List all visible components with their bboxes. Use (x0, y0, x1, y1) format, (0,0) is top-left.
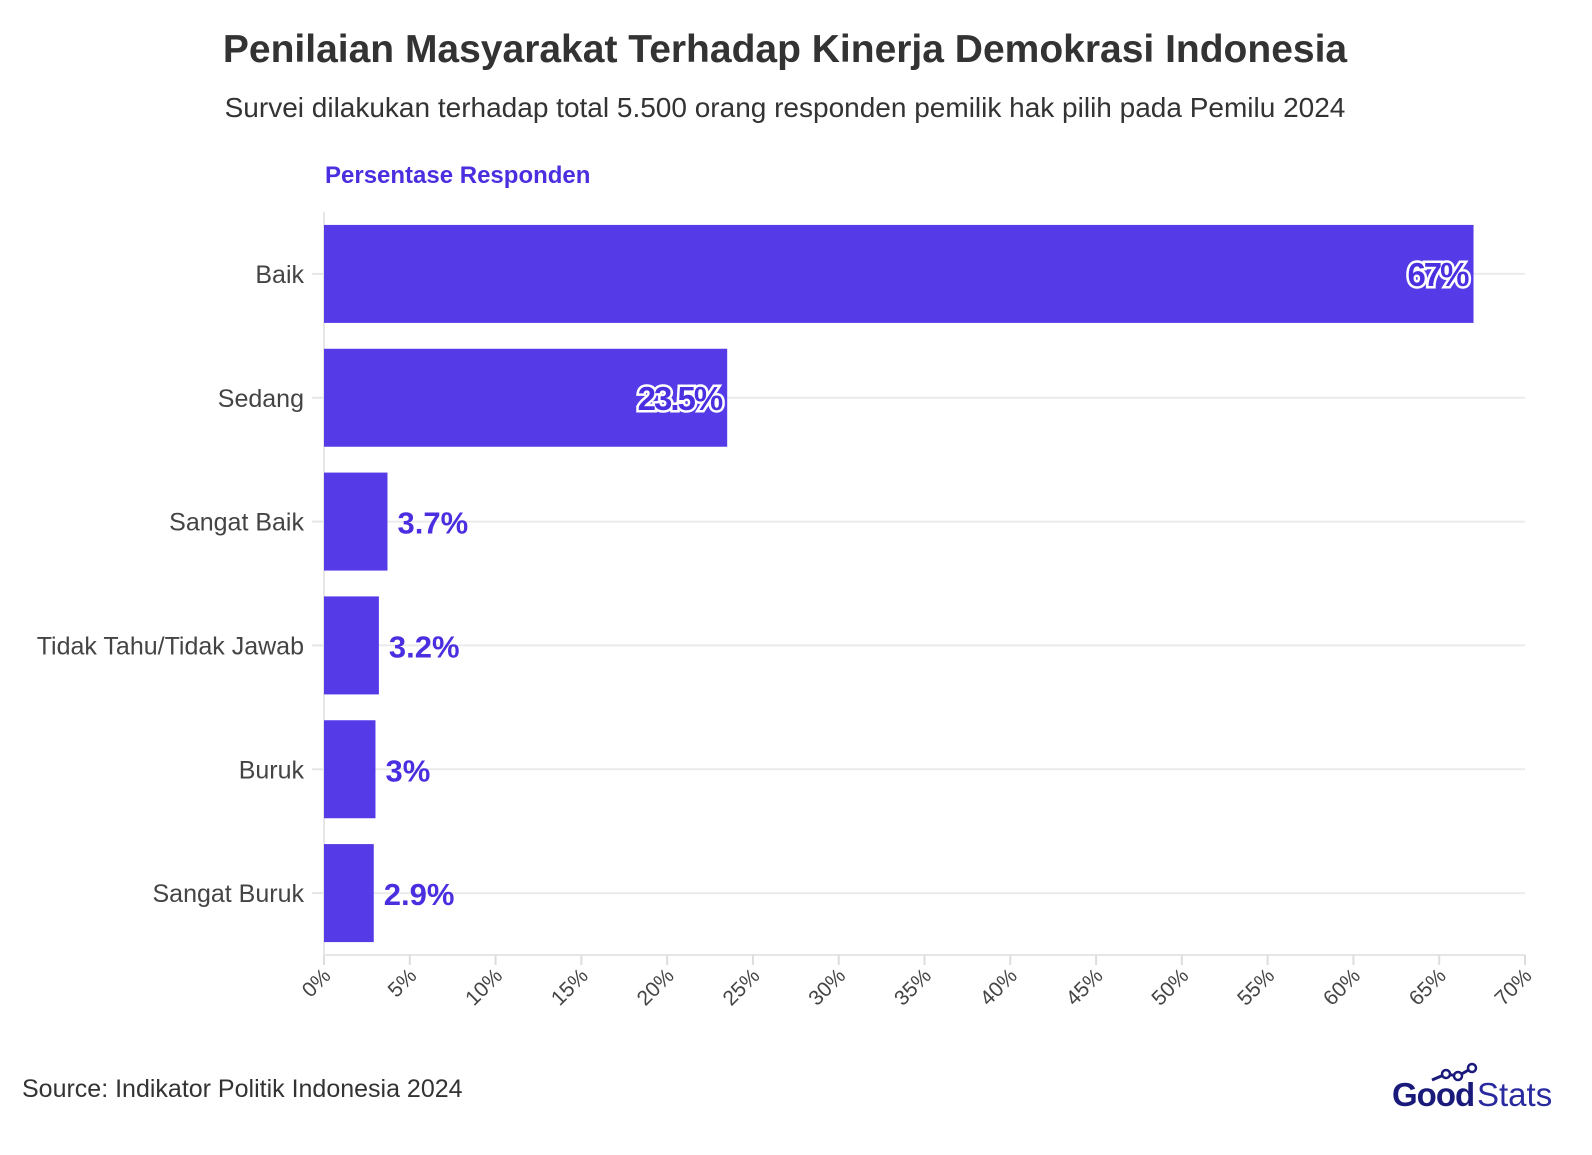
category-label: Tidak Tahu/Tidak Jawab (37, 632, 304, 660)
x-tick-label: 45% (1062, 964, 1108, 1010)
x-tick-label: 25% (718, 964, 764, 1010)
category-label: Sangat Buruk (153, 880, 305, 908)
x-tick-label: 50% (1147, 964, 1193, 1010)
value-label: 67% (1407, 256, 1469, 293)
x-tick-label: 15% (547, 964, 593, 1010)
goodstats-logo: Good Stats (1392, 1062, 1552, 1113)
gridlines (312, 212, 1525, 955)
value-label: 2.9% (384, 877, 455, 912)
x-tick-label: 65% (1405, 964, 1451, 1010)
category-label: Buruk (239, 756, 305, 784)
svg-text:Good: Good (1392, 1076, 1474, 1113)
value-label: 23.5% (638, 380, 723, 417)
bars (324, 224, 1474, 943)
x-tick-label: 55% (1233, 964, 1279, 1010)
x-tick-label: 70% (1491, 964, 1537, 1010)
value-label: 3% (385, 753, 430, 788)
bar (324, 720, 376, 819)
x-tick-label: 20% (633, 964, 679, 1010)
category-label: Sedang (218, 385, 304, 413)
x-tick-label: 0% (298, 964, 336, 1002)
x-tick-label: 60% (1319, 964, 1365, 1010)
bar (324, 844, 374, 943)
chart-subtitle: Survei dilakukan terhadap total 5.500 or… (225, 92, 1346, 123)
x-tick-label: 30% (804, 964, 850, 1010)
axis-title: Persentase Responden (325, 162, 590, 189)
bar (324, 224, 1474, 323)
x-tick-label: 35% (890, 964, 936, 1010)
x-tick-label: 5% (384, 964, 422, 1002)
x-tick-label: 10% (461, 964, 507, 1010)
bar (324, 348, 728, 447)
category-label: Baik (255, 261, 304, 289)
x-tick-label: 40% (976, 964, 1022, 1010)
value-labels: 67% 23.5% 3.7% 3.2% 3% 2.9% (384, 253, 1474, 912)
category-labels: Baik Sedang Sangat Baik Tidak Tahu/Tidak Ja… (37, 261, 305, 908)
source-note: Source: Indikator Politik Indonesia 2024 (22, 1075, 463, 1103)
value-label: 3.7% (397, 506, 468, 541)
bar (324, 472, 388, 571)
svg-text:Stats: Stats (1477, 1076, 1552, 1113)
category-label: Sangat Baik (169, 509, 304, 537)
bar (324, 596, 379, 695)
chart-title: Penilaian Masyarakat Terhadap Kinerja De… (223, 28, 1348, 71)
value-label: 3.2% (389, 629, 460, 664)
x-axis: 0% 5% 10% 15% 20% 25% 30% 35% 40% 45% 50% 55% 60% 65%… (298, 954, 1537, 1010)
